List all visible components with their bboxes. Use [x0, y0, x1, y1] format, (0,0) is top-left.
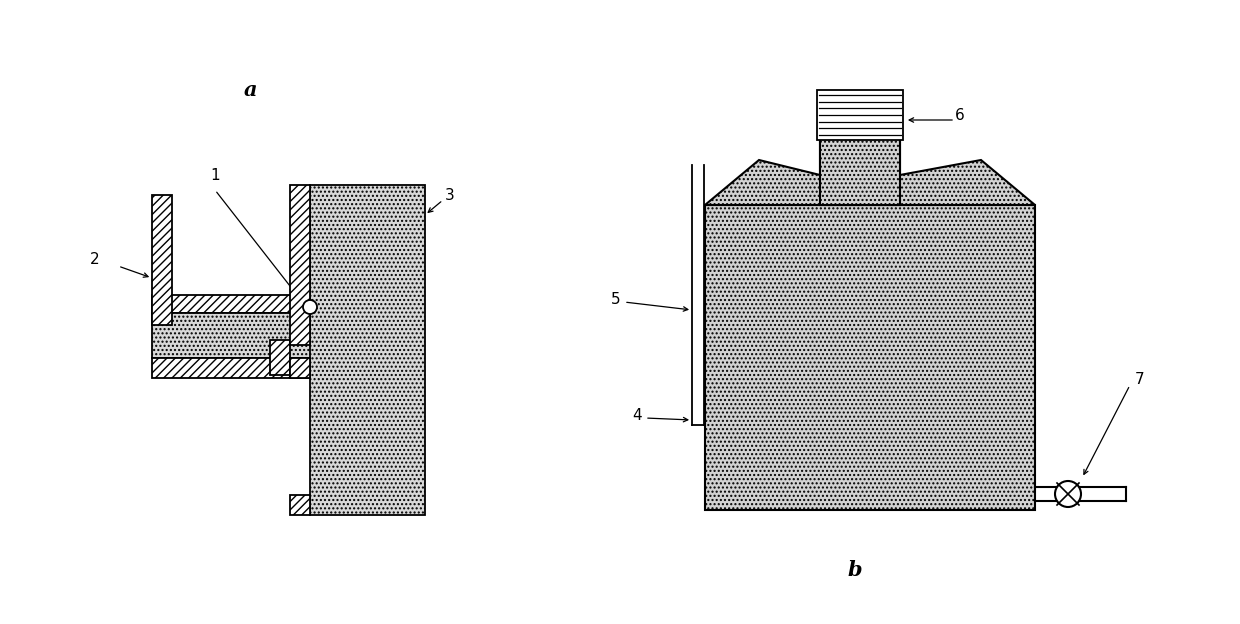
Text: 7: 7 — [1135, 373, 1145, 388]
Bar — [153, 358, 327, 378]
Bar — [290, 358, 310, 378]
Bar — [290, 185, 310, 345]
Text: b: b — [848, 560, 862, 580]
Bar — [290, 495, 310, 515]
Bar — [310, 185, 425, 515]
Bar — [153, 295, 327, 313]
Text: 3: 3 — [445, 187, 455, 203]
Circle shape — [303, 300, 317, 314]
Bar — [153, 313, 327, 358]
Bar — [270, 340, 290, 375]
Text: 1: 1 — [211, 167, 219, 182]
Bar — [820, 135, 900, 205]
Circle shape — [1055, 481, 1081, 507]
Bar — [153, 195, 172, 325]
Text: a: a — [243, 80, 257, 100]
Text: 6: 6 — [955, 107, 965, 122]
Text: 2: 2 — [91, 253, 99, 268]
Bar — [706, 205, 1035, 510]
Text: 4: 4 — [632, 409, 642, 424]
Bar — [817, 90, 903, 140]
Text: 5: 5 — [611, 293, 621, 308]
Polygon shape — [706, 135, 1035, 205]
